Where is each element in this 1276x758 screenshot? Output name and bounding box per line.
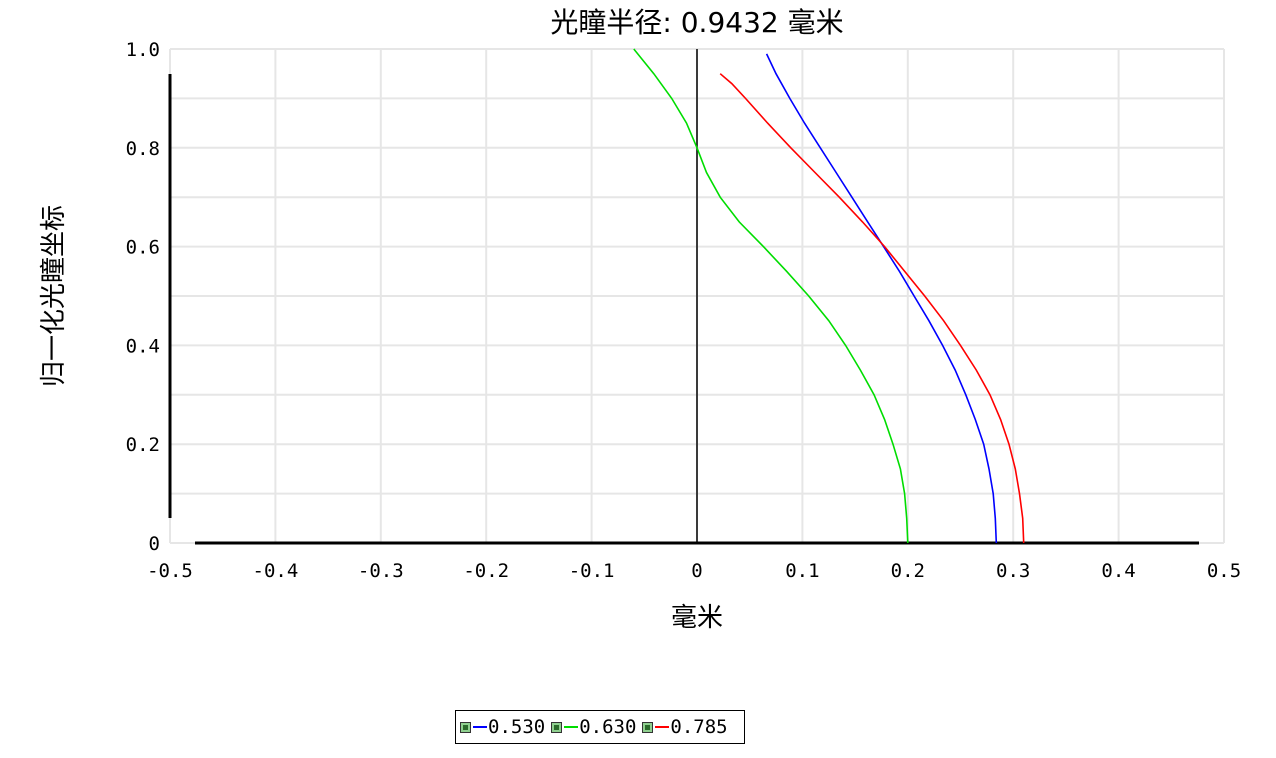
legend-line-swatch — [655, 726, 670, 728]
x-tick-label: -0.4 — [253, 560, 299, 582]
x-tick-label: 0.2 — [891, 560, 925, 582]
x-tick-label: -0.5 — [147, 560, 193, 582]
legend-item: 0.630 — [551, 716, 642, 738]
y-tick-label: 0.6 — [126, 237, 160, 259]
series-lines — [633, 48, 1025, 544]
legend-line-swatch — [473, 726, 487, 728]
x-tick-label: -0.2 — [463, 560, 509, 582]
series-line-0.785 — [719, 73, 1025, 544]
legend-label: 0.530 — [488, 716, 546, 738]
legend-item: 0.785 — [642, 716, 733, 738]
x-tick-label: 0 — [691, 560, 702, 582]
legend: 0.530 0.630 0.785 — [455, 710, 745, 744]
tick-labels: -0.5 -0.4 -0.3 -0.2 -0.1 0 0.1 0.2 0.3 0.4 0.5 0 0.2… — [126, 39, 1241, 582]
legend-label: 0.785 — [670, 716, 728, 738]
legend-label: 0.630 — [579, 716, 637, 738]
x-tick-label: 0.5 — [1207, 560, 1241, 582]
chart-title: 光瞳半径: 0.9432 毫米 — [550, 6, 843, 39]
x-tick-label: 0.3 — [996, 560, 1030, 582]
x-tick-label: -0.1 — [569, 560, 615, 582]
y-tick-label: 1.0 — [126, 39, 160, 61]
y-tick-label: 0 — [149, 533, 160, 555]
legend-marker-icon — [551, 721, 563, 733]
x-tick-label: 0.1 — [785, 560, 819, 582]
legend-item: 0.530 — [460, 716, 551, 738]
y-tick-label: 0.8 — [126, 138, 160, 160]
x-tick-label: 0.4 — [1101, 560, 1135, 582]
y-tick-label: 0.2 — [126, 434, 160, 456]
legend-marker-icon — [460, 721, 471, 733]
x-axis-title: 毫米 — [671, 603, 723, 633]
series-line-0.530 — [765, 53, 998, 544]
axes — [168, 49, 1199, 545]
y-axis-title: 归一化光瞳坐标 — [39, 205, 69, 387]
y-tick-label: 0.4 — [126, 335, 160, 357]
series-line-0.630 — [633, 48, 909, 544]
x-tick-label: -0.3 — [358, 560, 404, 582]
legend-marker-icon — [642, 721, 654, 733]
legend-line-swatch — [564, 726, 579, 728]
